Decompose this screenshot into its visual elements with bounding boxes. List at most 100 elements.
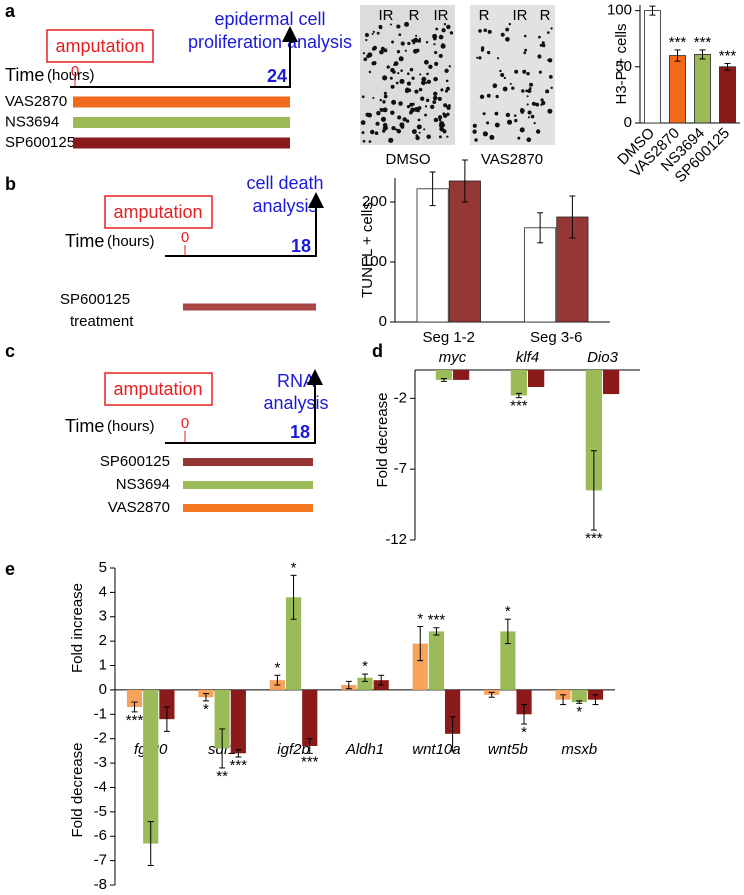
cell-dot [433,91,438,97]
cell-dot [406,72,410,76]
cell-dot [433,76,438,82]
micrograph-cells [360,21,553,143]
y-tick-label: 3 [99,608,107,625]
cell-dot [547,58,553,63]
cell-dot [417,118,421,122]
treatment-bar [183,504,313,512]
cell-dot [441,43,445,46]
cell-dot [479,94,485,99]
cell-dot [506,119,513,125]
cell-dot [376,110,381,116]
analysis: analysis [252,196,317,216]
cell-dot [541,100,546,106]
cell-dot [390,110,395,115]
amputation: amputation [113,379,202,399]
image-caption: DMSO [386,151,431,168]
significance: * [521,724,527,741]
y-axis-label: Fold decrease [69,742,86,837]
cell-dot [396,50,401,54]
cell-dot [478,56,482,60]
cell-dot [372,96,375,99]
cell-dot [474,138,478,142]
x-tick-label: wnt5b [488,741,528,758]
cell-dot [447,104,451,108]
time-end: 18 [290,422,310,442]
cell-dot [368,70,372,74]
cell-dot [409,67,414,72]
cell-dot [514,118,518,123]
cell-dot [531,101,536,106]
lane-label: R [540,7,551,24]
cell-dot [415,48,420,53]
cell-dot [380,116,387,122]
cell-dot [382,75,388,81]
cell-dot [547,108,553,114]
significance: *** [230,757,248,774]
cell-dot [434,50,438,55]
time-end: 18 [291,236,311,256]
cell-dot [376,31,380,35]
cell-dot [411,129,417,135]
y-tick-label: 200 [362,193,387,210]
cell-dot [402,117,407,122]
bar [357,677,373,690]
cell-dot [400,69,403,72]
cell-dot [550,27,553,30]
timeline [165,369,323,444]
cell-dot [535,129,541,134]
cell-dot [480,48,485,52]
cell-dot [416,124,422,130]
cell-dot [538,35,541,39]
cell-dot [414,89,419,94]
cell-dot [378,24,383,29]
cell-dot [432,100,437,105]
cell-dot [435,27,439,31]
cell-dot [502,86,508,92]
y-tick-label: 0 [379,313,387,330]
cell-dot [482,112,486,116]
time-label: Time [65,231,104,251]
bar [528,370,545,387]
cell-dot [383,91,387,95]
significance: * [291,559,297,576]
analysis: analysis [263,393,328,413]
cell-dot [446,135,449,138]
lane-label: R [479,7,490,24]
time-unit: (hours) [47,67,95,84]
cell-dot [397,115,402,120]
lane-label: IR [513,7,528,24]
cell-dot [424,113,428,117]
cell-dot [442,123,446,127]
cell-dot [537,54,542,59]
cell-dot [547,31,550,34]
cell-dot [397,72,400,75]
cell-dot [520,107,524,111]
time-unit: (hours) [107,418,155,435]
cell-dot [487,29,492,34]
significance: *** [301,753,319,770]
cell-dot [540,98,544,102]
cell-dot [411,76,415,80]
cell-dot [437,96,442,101]
significance: * [362,658,368,675]
cell-dot [371,61,376,66]
panel-label: c [5,341,15,361]
cell-dot [505,27,510,32]
y-tick-label: -5 [94,803,107,820]
treatment-bar [183,481,313,489]
cell-dot [379,49,384,55]
cell-dot [499,69,502,73]
bar [453,370,470,380]
bar [524,227,557,323]
analysis: cell death [246,173,323,193]
cell-dot [404,88,410,94]
bar [159,689,175,720]
cell-dot [420,80,426,86]
cell-dot [500,72,505,78]
y-tick-label: -7 [94,852,107,869]
y-tick-label: 5 [99,559,107,576]
cell-dot [525,89,529,93]
cell-dot [425,41,429,44]
cell-dot [445,79,449,83]
